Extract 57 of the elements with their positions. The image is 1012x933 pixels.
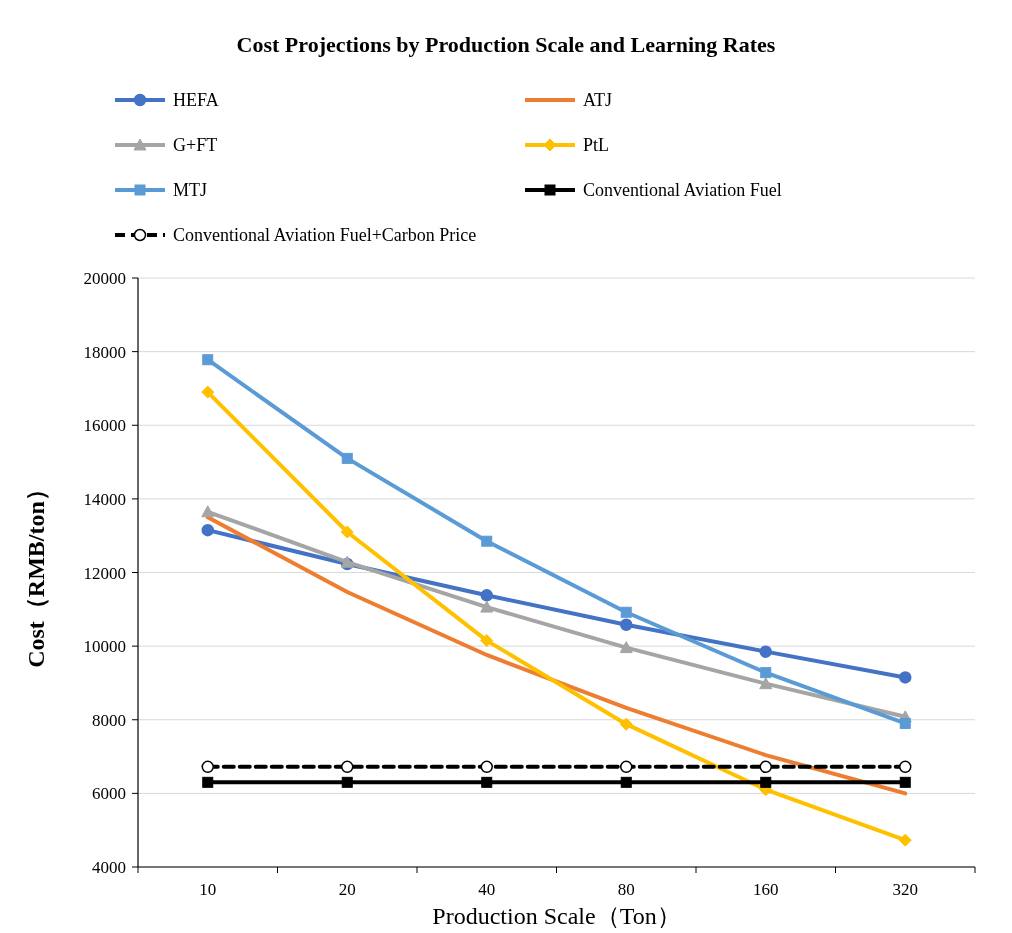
point	[899, 776, 911, 788]
point	[481, 535, 493, 547]
legend-label: Conventional Aviation Fuel	[583, 180, 782, 200]
x-axis-title: Production Scale（Ton）	[432, 903, 681, 929]
legend-label: G+FT	[173, 135, 218, 155]
point	[201, 523, 214, 537]
legend-label: Conventional Aviation Fuel+Carbon Price	[173, 225, 477, 245]
y-tick-label: 12000	[83, 563, 126, 583]
point	[620, 606, 632, 618]
point	[480, 760, 493, 774]
point	[202, 776, 214, 788]
point	[480, 634, 494, 648]
y-axis-title: Cost（RMB/ton）	[23, 477, 49, 668]
x-tick-label: 160	[753, 880, 779, 899]
point	[759, 760, 772, 774]
point	[480, 589, 493, 602]
legend-label: PtL	[583, 135, 610, 155]
point	[899, 760, 912, 774]
y-tick-label: 8000	[92, 710, 126, 730]
point	[899, 717, 911, 729]
legend-label: ATJ	[583, 90, 613, 110]
point	[759, 677, 773, 690]
y-tick-label: 4000	[92, 858, 126, 877]
point	[201, 385, 215, 399]
legend-label: HEFA	[173, 90, 219, 110]
point	[898, 833, 912, 847]
y-tick-label: 18000	[83, 342, 126, 362]
point	[341, 760, 354, 774]
chart-title: Cost Projections by Production Scale and Learning Rates	[236, 32, 776, 57]
point	[201, 760, 214, 774]
x-tick-label: 40	[478, 880, 496, 899]
legend-label: MTJ	[173, 180, 208, 200]
y-tick-label: 10000	[83, 637, 126, 657]
x-tick-label: 20	[338, 880, 356, 899]
x-tick-label: 10	[199, 880, 217, 899]
point	[619, 641, 633, 654]
point	[480, 600, 494, 613]
point	[201, 505, 215, 518]
point	[340, 525, 354, 539]
point	[759, 645, 772, 658]
point	[620, 618, 633, 632]
x-tick-label: 80	[617, 880, 635, 899]
point	[760, 776, 772, 788]
y-tick-label: 14000	[83, 489, 126, 509]
point	[760, 667, 772, 679]
point	[341, 776, 353, 788]
point	[341, 452, 353, 464]
point	[619, 717, 633, 731]
y-tick-label: 16000	[83, 416, 126, 436]
point	[620, 760, 633, 774]
y-tick-label: 6000	[92, 784, 126, 804]
y-tick-label: 20000	[83, 269, 126, 288]
point	[620, 776, 632, 788]
x-tick-label: 320	[892, 880, 918, 899]
point	[202, 354, 214, 366]
point	[481, 776, 493, 788]
point	[899, 671, 912, 684]
